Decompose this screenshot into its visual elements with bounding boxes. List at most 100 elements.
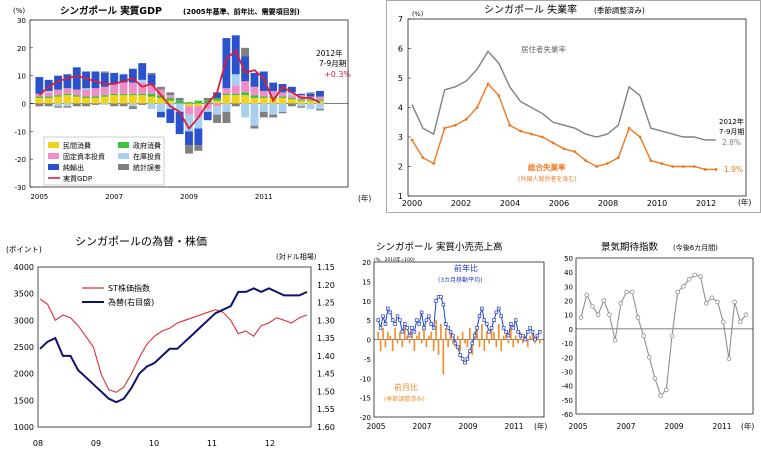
gdp-bar-private_consumption (231, 95, 240, 104)
gdp-bar-net_exports (287, 86, 296, 93)
expect-point (726, 356, 732, 361)
unemp-xtick-label: 2008 (598, 199, 618, 208)
retail-point-yoy (431, 326, 436, 330)
retail-point-yoy (424, 318, 429, 322)
retail-point-yoy (533, 337, 537, 342)
unemp-ytick-label: 1 (398, 192, 403, 201)
retail-point-yoy (535, 333, 540, 338)
retail-point-yoy (390, 318, 395, 322)
gdp-bar-government (194, 100, 203, 104)
retail-bar-mom (377, 331, 380, 340)
retail-point-yoy (429, 322, 434, 326)
fx-line-sti (39, 298, 308, 393)
retail-point-yoy (434, 298, 438, 303)
gdp-bar-inventory (175, 103, 184, 112)
unemp-annot-year: 2012年 (719, 117, 744, 126)
gdp-bar-fixed_investment (35, 93, 44, 97)
expect-ytick-label: 30 (564, 283, 573, 291)
gdp-bar-net_exports (110, 72, 119, 85)
unemp-point (475, 106, 479, 109)
gdp-bar-discrepancy (119, 103, 128, 107)
retail-bar-mom (536, 335, 539, 340)
gdp-bar-government (306, 99, 315, 101)
retail-xtick-label: 2009 (458, 422, 477, 431)
retail-ytick-label: 20 (362, 259, 371, 267)
gdp-legend-label: 固定資本投資 (63, 152, 105, 161)
retail-point-yoy (386, 306, 390, 311)
gdp-legend-label: 実質GDP (63, 174, 92, 183)
retail-bar-mom (449, 331, 452, 340)
unemp-ytick-label: 5 (398, 74, 403, 83)
gdp-ytick-label: -10 (15, 128, 26, 136)
gdp-annot-year: 2012年 (316, 48, 343, 58)
gdp-bar-fixed_investment (194, 106, 203, 118)
unemp-point (540, 135, 544, 139)
retail-bar-mom (401, 339, 404, 348)
gdp-bar-net_exports (91, 71, 100, 89)
gdp-bar-government (166, 97, 175, 101)
retail-point-yoy (499, 314, 503, 318)
retail-point-yoy (419, 310, 424, 315)
fx-plot-frame (37, 266, 312, 428)
retail-ytick-label: 0 (367, 337, 371, 345)
retail-point-yoy (398, 318, 402, 322)
fx-xtick-label: 11 (207, 439, 217, 448)
gdp-bar-net_exports (35, 77, 44, 94)
unemp-point (486, 82, 490, 86)
gdp-bar-fixed_investment (166, 95, 175, 98)
unemp-ytick-label: 2 (398, 163, 403, 172)
retail-point-yoy (497, 306, 501, 311)
gdp-bar-government (241, 92, 250, 96)
retail-point-yoy (465, 357, 470, 361)
fx-stock-chart: (ポイント) シンガポールの為替・株価 (対ドル相場) ST株価指数 為替(右目… (6, 234, 335, 448)
retail-bar-mom (497, 324, 500, 340)
gdp-bar-net_exports (269, 82, 278, 91)
fx-ylabel2: (対ドル相場) (276, 252, 317, 261)
gdp-bar-net_exports (119, 74, 128, 83)
unemployment-panel: (%) シンガポール 失業率 (季節調整済み) (年) 居住者失業率 総合失業率… (386, 0, 761, 213)
retail-point-yoy (427, 314, 431, 318)
gdp-bar-discrepancy (157, 86, 165, 90)
gdp-bar-government (91, 96, 100, 98)
unemp-line-resident (411, 50, 716, 141)
expect-point (709, 295, 715, 301)
gdp-bar-discrepancy (54, 106, 62, 108)
gdp-ytick-label: 20 (17, 45, 26, 53)
gdp-bar-discrepancy (231, 103, 240, 107)
retail-bar-mom (459, 339, 462, 352)
unemp-xtick-label: 2004 (500, 199, 520, 208)
gdp-bar-net_exports (306, 93, 315, 97)
unemp-ytick-label: 6 (398, 45, 403, 54)
gdp-bar-private_consumption (138, 95, 147, 104)
expect-point (743, 312, 749, 318)
gdp-bar-discrepancy (213, 114, 221, 123)
gdp-bar-discrepancy (269, 114, 278, 118)
expect-point (715, 299, 720, 305)
retail-bar-mom (488, 339, 490, 344)
expect-point (629, 289, 635, 295)
gdp-bar-private_consumption (222, 95, 231, 104)
retail-bar-mom (382, 327, 384, 340)
retail-bar-mom (384, 339, 387, 348)
gdp-bar-fixed_investment (231, 85, 240, 94)
gdp-title: シンガポール 実質GDP (60, 5, 162, 17)
expect-point (698, 274, 703, 279)
fx-y2tick-label: 1.55 (317, 405, 335, 414)
unemp-point (606, 162, 609, 165)
gdp-ytick-label: -20 (15, 156, 26, 164)
gdp-xlabel: (年) (358, 193, 371, 203)
expect-point (590, 303, 595, 309)
retail-bar-mom (483, 339, 486, 352)
gdp-bar-private_consumption (54, 96, 62, 104)
retail-label-mom-note: (季節調整済み) (384, 395, 425, 403)
retail-point-yoy (456, 345, 460, 349)
retail-point-yoy (402, 322, 407, 326)
unemp-point (627, 126, 631, 130)
gdp-bar-government (72, 95, 81, 97)
expect-point (669, 333, 675, 339)
retail-point-yoy (441, 302, 446, 307)
gdp-xtick-label: 2009 (180, 193, 198, 201)
unemp-title: シンガポール 失業率 (484, 3, 577, 16)
gdp-bar-government (100, 95, 109, 97)
retail-point-yoy (395, 314, 400, 318)
